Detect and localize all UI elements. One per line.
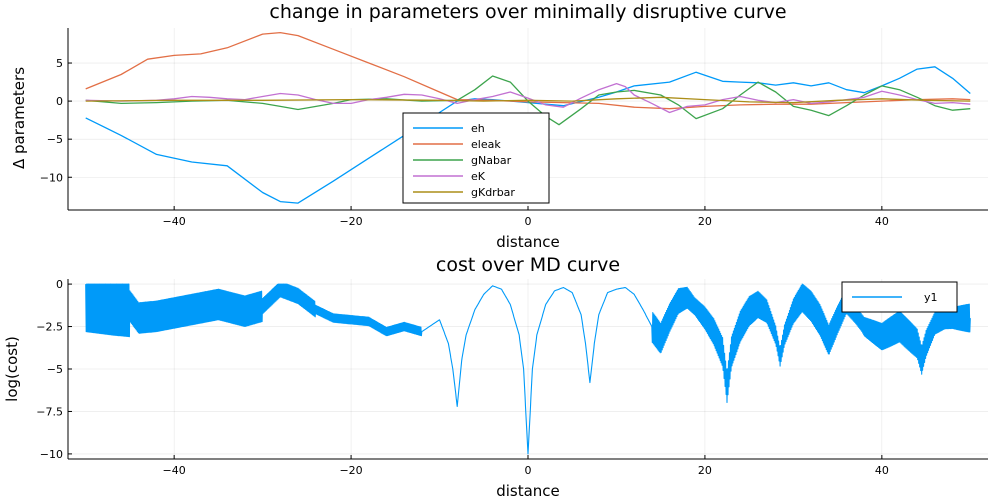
series-line-gNabar	[85, 75, 971, 126]
series-line-gKdrbar	[85, 96, 971, 104]
legend-label-eleak: eleak	[471, 138, 501, 151]
chart-bottom-xlabel: distance	[496, 482, 560, 500]
legend-label-gKdrbar: gKdrbar	[471, 186, 515, 199]
x-tick-label: −20	[339, 215, 362, 228]
legend-label-eK: eK	[471, 170, 486, 183]
chart-top-ticks: −40 −20 0 20 40 −10 −5 0 5	[40, 57, 889, 228]
y-tick-label: −5	[47, 363, 63, 376]
x-tick-label: 40	[875, 464, 889, 477]
chart-bottom-ylabel: log(cost)	[3, 336, 21, 402]
chart-bottom-ticks: −40 −20 0 20 40 0 −2.5 −5 −7.5 −10	[36, 278, 889, 477]
x-tick-label: −40	[163, 464, 186, 477]
x-tick-label: 0	[525, 215, 532, 228]
series-line-eh	[85, 66, 971, 204]
series-line-y1	[85, 283, 971, 455]
y-tick-label: −10	[40, 171, 63, 184]
x-tick-label: 20	[698, 464, 712, 477]
chart-top-ylabel: Δ parameters	[10, 67, 28, 169]
x-tick-label: 0	[525, 464, 532, 477]
x-tick-label: 40	[875, 215, 889, 228]
legend-label-eh: eh	[471, 122, 485, 135]
x-tick-label: −20	[339, 464, 362, 477]
chart-top-title: change in parameters over minimally disr…	[269, 1, 786, 23]
y-tick-label: −10	[40, 448, 63, 461]
chart-top-legend: eh eleak gNabar eK gKdrbar	[402, 112, 550, 204]
y-tick-label: 0	[56, 278, 63, 291]
chart-bottom-series	[85, 283, 971, 455]
x-tick-label: −40	[163, 215, 186, 228]
chart-top-series	[85, 31, 971, 204]
chart-top: change in parameters over minimally disr…	[10, 1, 988, 251]
chart-bottom: cost over MD curve −40 −20 0 20 40 0 −2.5 −5 −7.…	[3, 254, 988, 500]
legend-label-gNabar: gNabar	[471, 154, 512, 167]
chart-top-xlabel: distance	[496, 233, 560, 251]
chart-bottom-title: cost over MD curve	[436, 254, 620, 276]
y-tick-label: −2.5	[36, 321, 63, 334]
legend-label-y1: y1	[924, 291, 938, 304]
y-tick-label: −5	[47, 133, 63, 146]
y-tick-label: 5	[56, 57, 63, 70]
y-tick-label: −7.5	[36, 405, 63, 418]
series-line-eK	[85, 82, 971, 114]
y-tick-label: 0	[56, 95, 63, 108]
chart-bottom-legend: y1	[841, 281, 958, 313]
x-tick-label: 20	[698, 215, 712, 228]
